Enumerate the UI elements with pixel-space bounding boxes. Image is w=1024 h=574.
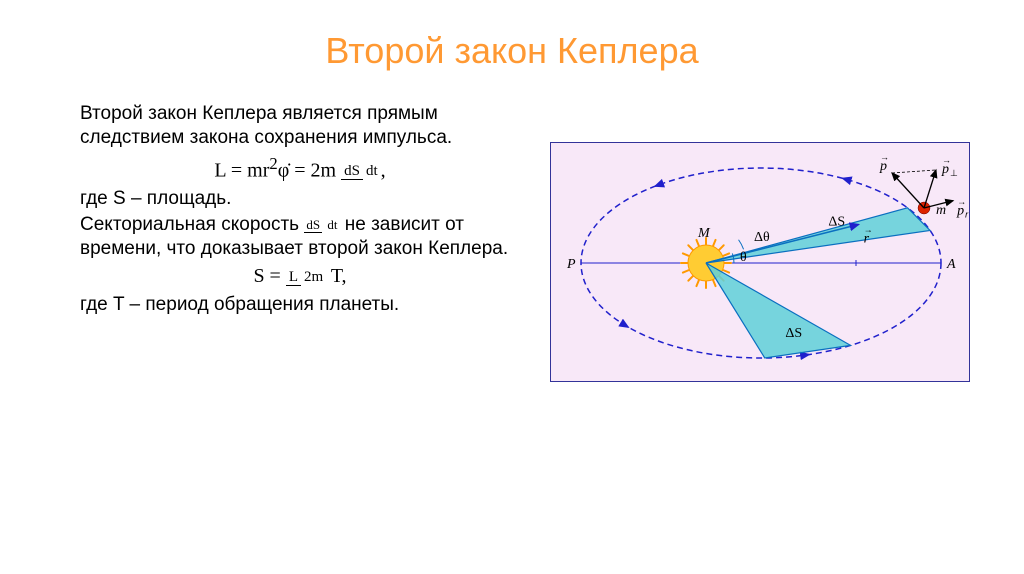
svg-text:ΔS: ΔS bbox=[828, 214, 845, 229]
para-1: Второй закон Кеплера является прямым сле… bbox=[80, 102, 520, 150]
text-column: Второй закон Кеплера является прямым сле… bbox=[80, 102, 520, 382]
svg-text:m: m bbox=[936, 203, 946, 218]
diagram-column: PAMmΔSΔSΔθθr→p→p→⊥p→r bbox=[520, 102, 984, 382]
svg-text:ΔS: ΔS bbox=[785, 326, 802, 341]
sectorial-frac: dS dt bbox=[304, 218, 339, 231]
svg-text:Δθ: Δθ bbox=[754, 230, 770, 245]
kepler-diagram: PAMmΔSΔSΔθθr→p→p→⊥p→r bbox=[550, 142, 970, 382]
para-2: где S – площадь. bbox=[80, 187, 520, 211]
svg-text:→: → bbox=[942, 155, 951, 165]
svg-text:P: P bbox=[566, 257, 576, 272]
svg-text:→: → bbox=[864, 225, 873, 235]
svg-text:M: M bbox=[697, 226, 711, 241]
svg-text:→: → bbox=[880, 152, 889, 162]
svg-text:⊥: ⊥ bbox=[950, 168, 958, 178]
formula-1: L = mr2φ̇ = 2m dSdt, bbox=[80, 154, 520, 184]
svg-text:r: r bbox=[965, 210, 969, 220]
svg-text:θ: θ bbox=[740, 250, 747, 265]
svg-text:A: A bbox=[946, 257, 956, 272]
content-row: Второй закон Кеплера является прямым сле… bbox=[0, 72, 1024, 382]
page-title: Второй закон Кеплера bbox=[0, 0, 1024, 72]
formula-2: S = L2m T, bbox=[80, 264, 520, 289]
svg-text:→: → bbox=[957, 197, 966, 207]
para-3: Секториальная скорость dS dt не зависит … bbox=[80, 213, 520, 261]
para-4: где T – период обращения планеты. bbox=[80, 293, 520, 317]
